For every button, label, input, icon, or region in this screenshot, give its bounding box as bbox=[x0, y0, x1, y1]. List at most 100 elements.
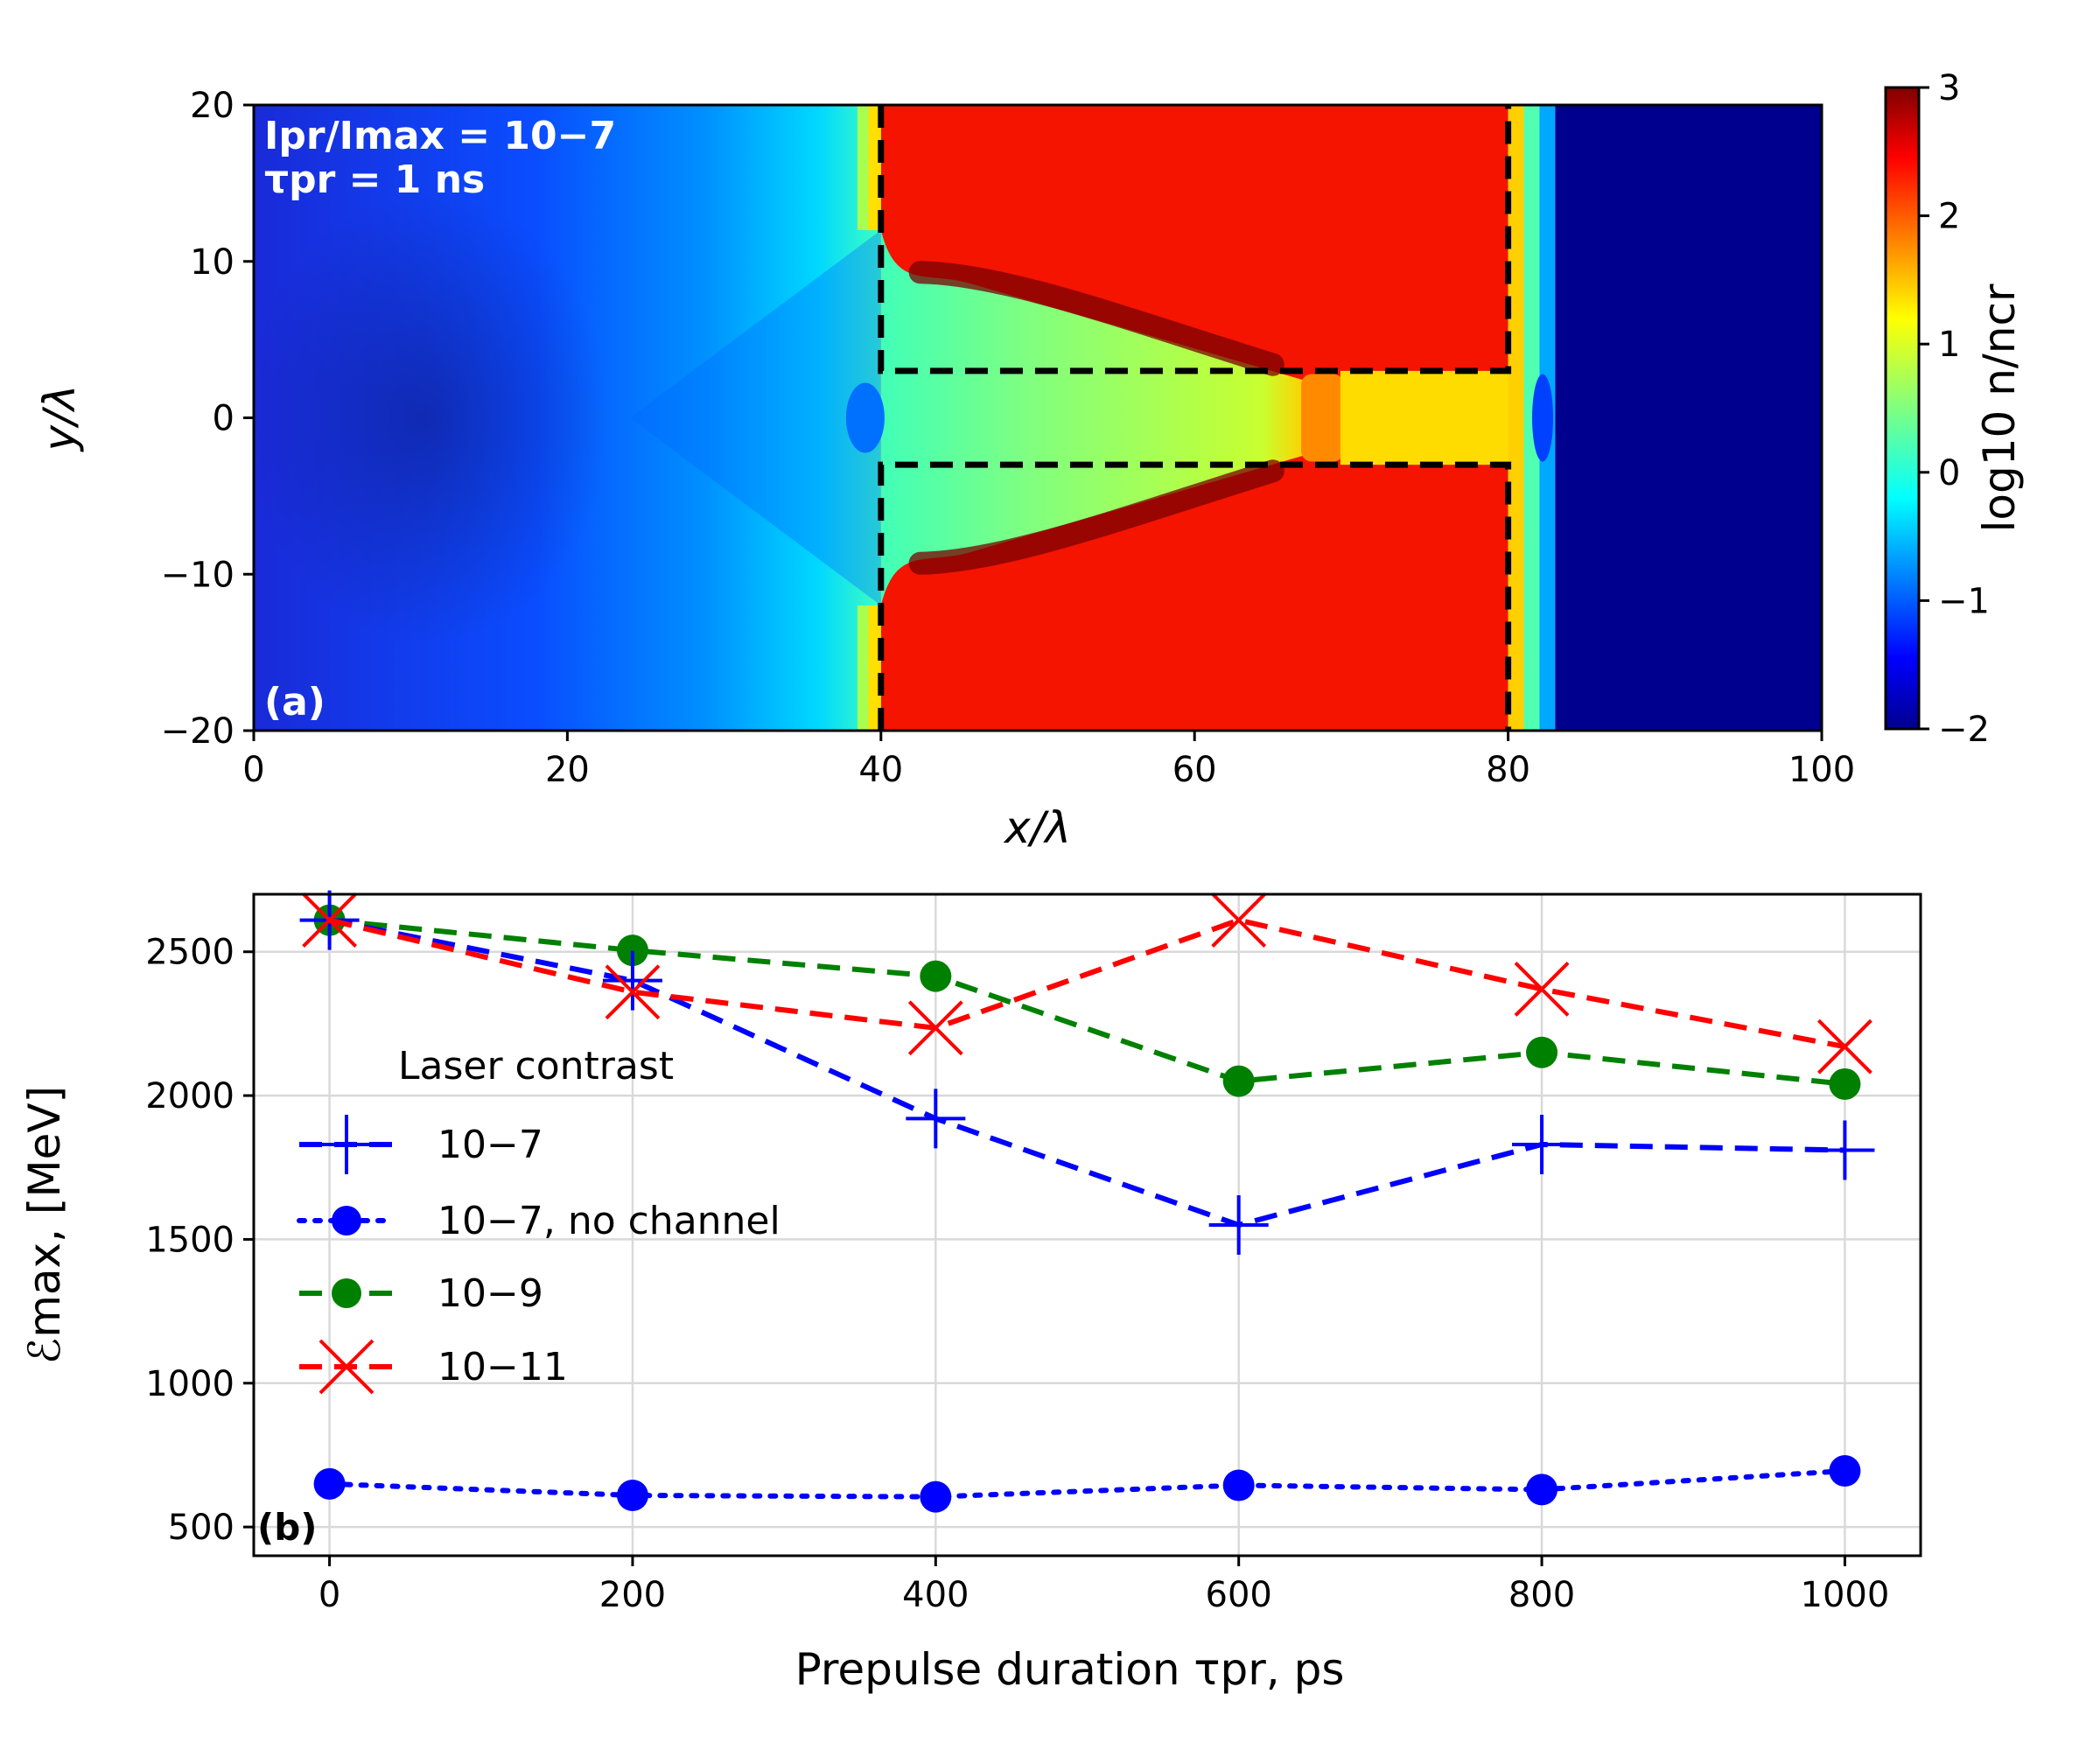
colorbar-tick-label-0: 0 bbox=[1938, 453, 1960, 494]
series-0-line bbox=[329, 917, 1845, 1228]
b-x-tick-label-800: 800 bbox=[1508, 1575, 1575, 1615]
x-tick-label-20: 20 bbox=[545, 750, 590, 790]
b-x-tick-label-0: 0 bbox=[318, 1575, 340, 1615]
channel-plug bbox=[1301, 374, 1344, 462]
target-outline-upper bbox=[878, 105, 1512, 374]
low-density-spot bbox=[254, 190, 611, 646]
legend-marker-0 bbox=[317, 1115, 376, 1174]
b-y-tick-label-1500: 1500 bbox=[145, 1220, 234, 1260]
series-1-point-3 bbox=[1222, 1469, 1255, 1502]
series-3-point-1 bbox=[605, 964, 661, 1020]
series-2-point-3 bbox=[1222, 1065, 1255, 1097]
series-1-point-1 bbox=[616, 1479, 648, 1511]
colorbar-tick-label-2: 2 bbox=[1938, 197, 1960, 237]
series-1-point-5 bbox=[1829, 1455, 1861, 1488]
b-y-tick-label-1000: 1000 bbox=[145, 1364, 234, 1404]
series-3-point-0 bbox=[302, 892, 358, 948]
legend-label-0: 10−7 bbox=[438, 1123, 543, 1167]
channel-fill bbox=[880, 230, 1305, 606]
front-notch bbox=[845, 382, 885, 453]
b-y-tick-label-500: 500 bbox=[168, 1508, 234, 1548]
rear-vacuum bbox=[1555, 105, 1822, 731]
y-tick-label--20: −20 bbox=[161, 711, 234, 752]
series-3-line bbox=[328, 917, 1845, 1050]
series-2-point-5 bbox=[1829, 1068, 1861, 1100]
panel-a-annotation-intensity: Ipr/Imax = 10−7 bbox=[264, 114, 616, 158]
y-tick-label-10: 10 bbox=[190, 242, 234, 283]
panel-b-series bbox=[299, 890, 1875, 1513]
target-outline-lower bbox=[878, 461, 1512, 731]
series-3-point-4 bbox=[1514, 962, 1570, 1017]
panel-b-ticks: 0 200 400 600 800 1000 500 1000 1500 2000 2500 bbox=[145, 933, 1889, 1615]
series-0-point-3 bbox=[1208, 1195, 1269, 1255]
legend-label-1: 10−7, no channel bbox=[438, 1199, 780, 1243]
series-0-point-1 bbox=[602, 950, 662, 1011]
legend-label-3: 10−11 bbox=[438, 1345, 568, 1390]
panel-a-ticks: 0 20 40 60 80 100 −20 −10 0 10 20 bbox=[161, 86, 1856, 790]
lower-shock-edge bbox=[908, 459, 1284, 575]
x-tick-label-80: 80 bbox=[1486, 750, 1530, 790]
b-y-tick-label-2500: 2500 bbox=[145, 933, 234, 973]
panel-b-line-chart: 0 200 400 600 800 1000 500 1000 1500 2000 2500 (b)… bbox=[19, 890, 1922, 1695]
series-1-point-0 bbox=[313, 1467, 346, 1500]
rear-edge-yellow bbox=[1508, 105, 1524, 731]
y-tick-label-0: 0 bbox=[213, 399, 234, 439]
series-1-point-2 bbox=[920, 1480, 952, 1513]
colorbar-tick-label--1: −1 bbox=[1938, 581, 1990, 621]
series-2-line bbox=[329, 917, 1845, 1087]
target-front-yellow-upper bbox=[868, 105, 881, 230]
legend: Laser contrast 10−7 10−7, no channel 10−9 1… bbox=[297, 1044, 780, 1395]
legend-marker-3 bbox=[318, 1339, 374, 1395]
b-x-tick-label-600: 600 bbox=[1206, 1575, 1272, 1615]
legend-marker-2 bbox=[332, 1278, 361, 1308]
colorbar bbox=[1884, 86, 1921, 731]
panel-a-x-axis-label: x/λ bbox=[1003, 802, 1071, 853]
legend-label-2: 10−9 bbox=[438, 1271, 543, 1316]
preplasma-cone bbox=[630, 230, 881, 606]
series-1-line bbox=[326, 1468, 1848, 1500]
series-3-point-3 bbox=[1211, 892, 1267, 948]
series-2-point-4 bbox=[1526, 1036, 1558, 1068]
series-3-point-5 bbox=[1816, 1018, 1872, 1074]
target-front-yellow-lower bbox=[868, 606, 881, 731]
series-0-point-2 bbox=[906, 1088, 966, 1149]
x-tick-label-40: 40 bbox=[858, 750, 903, 790]
series-1-point-4 bbox=[1526, 1474, 1558, 1506]
colorbar-label: log10 n/ncr bbox=[1974, 284, 2025, 532]
rear-edge-green bbox=[1523, 105, 1540, 731]
series-1 bbox=[313, 1455, 1861, 1513]
series-2-point-1 bbox=[616, 934, 648, 967]
panel-b-x-axis-label: Prepulse duration τpr, ps bbox=[795, 1644, 1345, 1695]
b-x-tick-label-200: 200 bbox=[599, 1575, 666, 1615]
panel-b-y-axis-label: ℰmax, [MeV] bbox=[19, 1086, 70, 1364]
panel-a-y-axis-label: y/λ bbox=[34, 384, 85, 452]
series-2-point-2 bbox=[920, 960, 952, 992]
series-3 bbox=[302, 892, 1872, 1074]
x-tick-label-100: 100 bbox=[1788, 750, 1855, 790]
panel-a-label: (a) bbox=[264, 680, 326, 724]
panel-a-annotation-duration: τpr = 1 ns bbox=[264, 158, 485, 202]
b-x-tick-label-400: 400 bbox=[902, 1575, 969, 1615]
legend-title: Laser contrast bbox=[398, 1044, 674, 1088]
series-0-point-5 bbox=[1815, 1120, 1875, 1180]
colorbar-ticks: −2 −1 0 1 2 3 bbox=[1919, 68, 1990, 750]
panel-b-label: (b) bbox=[257, 1506, 317, 1549]
panel-b-frame bbox=[252, 892, 1922, 1558]
rear-notch bbox=[1532, 374, 1554, 462]
x-tick-label-0: 0 bbox=[242, 750, 264, 790]
x-tick-label-60: 60 bbox=[1172, 750, 1217, 790]
colorbar-tick-label--2: −2 bbox=[1938, 710, 1990, 750]
series-0-point-4 bbox=[1512, 1114, 1572, 1174]
y-tick-label-20: 20 bbox=[190, 86, 234, 126]
density-heatmap bbox=[254, 105, 1822, 731]
channel-core bbox=[1340, 370, 1508, 466]
legend-marker-1 bbox=[332, 1206, 361, 1236]
y-tick-label--10: −10 bbox=[161, 555, 234, 595]
b-x-tick-label-1000: 1000 bbox=[1801, 1575, 1890, 1615]
b-y-tick-label-2000: 2000 bbox=[145, 1076, 234, 1116]
colorbar-tick-label-1: 1 bbox=[1938, 325, 1960, 365]
series-3-point-2 bbox=[907, 1000, 963, 1056]
upper-shock-edge bbox=[908, 261, 1284, 376]
